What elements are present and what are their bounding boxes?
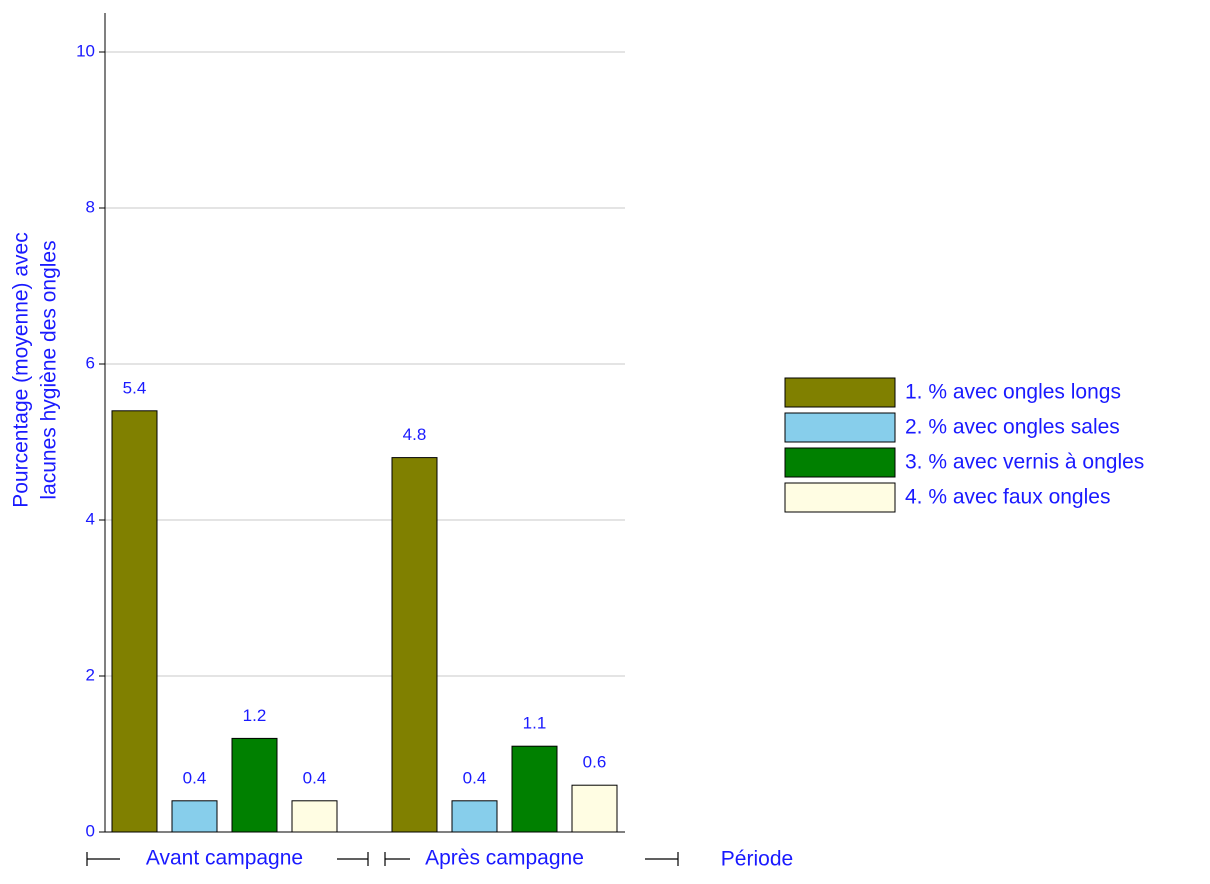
y-tick-label: 2	[86, 665, 95, 684]
x-tick-label: Après campagne	[425, 847, 584, 870]
bar	[451, 800, 498, 833]
bar	[171, 800, 218, 833]
data-label: 0.4	[463, 768, 487, 787]
legend-label: 2. % avec ongles sales	[905, 416, 1120, 439]
legend-swatch	[784, 482, 896, 513]
legend-swatch	[784, 412, 896, 443]
bar	[391, 457, 438, 833]
x-tick-label: Avant campagne	[146, 847, 303, 870]
data-label: 0.6	[583, 753, 607, 772]
data-label: 0.4	[303, 768, 327, 787]
legend-label: 4. % avec faux ongles	[905, 486, 1110, 509]
bar	[571, 784, 618, 833]
data-label: 1.1	[523, 714, 547, 733]
bar	[511, 745, 558, 833]
bar	[291, 800, 338, 833]
legend-label: 3. % avec vernis à ongles	[905, 451, 1144, 474]
data-label: 0.4	[183, 768, 207, 787]
y-axis-label: Pourcentage (moyenne) avec	[10, 232, 33, 508]
bar	[231, 737, 278, 833]
y-tick-label: 10	[76, 41, 95, 60]
bar	[111, 410, 158, 833]
legend-swatch	[784, 377, 896, 408]
legend-label: 1. % avec ongles longs	[905, 381, 1121, 404]
y-tick-label: 6	[86, 353, 95, 372]
y-tick-label: 8	[86, 197, 95, 216]
x-brackets	[86, 852, 679, 866]
data-label: 1.2	[243, 706, 267, 725]
y-tick-label: 0	[86, 821, 95, 840]
x-axis-label: Période	[721, 848, 793, 871]
y-tick-label: 4	[86, 509, 95, 528]
legend-swatch	[784, 447, 896, 478]
data-label: 4.8	[403, 425, 427, 444]
y-axis-label: lacunes hygiène des ongles	[38, 240, 61, 499]
data-label: 5.4	[123, 378, 147, 397]
